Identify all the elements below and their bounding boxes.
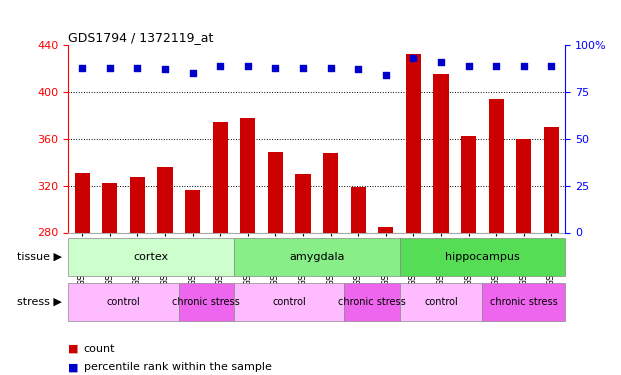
Bar <box>102 183 117 232</box>
Bar <box>268 152 283 232</box>
Bar <box>212 122 228 232</box>
Bar <box>489 99 504 232</box>
Text: stress ▶: stress ▶ <box>17 297 62 307</box>
Bar <box>323 153 338 232</box>
Bar <box>344 283 399 321</box>
Point <box>353 66 363 72</box>
Bar <box>483 283 565 321</box>
Point <box>436 59 446 65</box>
Text: chronic stress: chronic stress <box>338 297 406 307</box>
Point <box>298 64 308 70</box>
Bar <box>157 167 173 232</box>
Point <box>77 64 87 70</box>
Bar <box>296 174 310 232</box>
Text: tissue ▶: tissue ▶ <box>17 252 62 262</box>
Point <box>270 64 280 70</box>
Bar <box>350 187 366 232</box>
Point <box>105 64 115 70</box>
Bar <box>378 226 393 232</box>
Bar <box>240 118 255 232</box>
Point <box>519 63 528 69</box>
Text: cortex: cortex <box>134 252 169 262</box>
Text: ■: ■ <box>68 363 79 372</box>
Bar <box>234 238 399 276</box>
Text: control: control <box>107 297 140 307</box>
Point <box>243 63 253 69</box>
Bar <box>399 238 565 276</box>
Point <box>409 55 419 61</box>
Point <box>381 72 391 78</box>
Text: control: control <box>424 297 458 307</box>
Bar <box>406 54 421 232</box>
Bar <box>68 283 179 321</box>
Bar <box>130 177 145 232</box>
Bar <box>516 139 532 232</box>
Point <box>546 63 556 69</box>
Bar <box>399 283 483 321</box>
Text: count: count <box>84 344 116 354</box>
Text: amygdala: amygdala <box>289 252 345 262</box>
Text: control: control <box>272 297 306 307</box>
Point <box>325 64 335 70</box>
Bar <box>179 283 234 321</box>
Point <box>491 63 501 69</box>
Bar <box>461 136 476 232</box>
Text: ■: ■ <box>68 344 79 354</box>
Bar <box>75 173 89 232</box>
Text: hippocampus: hippocampus <box>445 252 520 262</box>
Text: chronic stress: chronic stress <box>173 297 240 307</box>
Bar <box>68 238 234 276</box>
Point <box>188 70 197 76</box>
Point <box>463 63 473 69</box>
Point <box>132 64 142 70</box>
Bar <box>185 190 200 232</box>
Bar <box>544 127 559 232</box>
Text: percentile rank within the sample: percentile rank within the sample <box>84 363 272 372</box>
Bar <box>234 283 344 321</box>
Point <box>215 63 225 69</box>
Text: GDS1794 / 1372119_at: GDS1794 / 1372119_at <box>68 31 214 44</box>
Bar <box>433 74 448 232</box>
Point <box>160 66 170 72</box>
Text: chronic stress: chronic stress <box>490 297 558 307</box>
